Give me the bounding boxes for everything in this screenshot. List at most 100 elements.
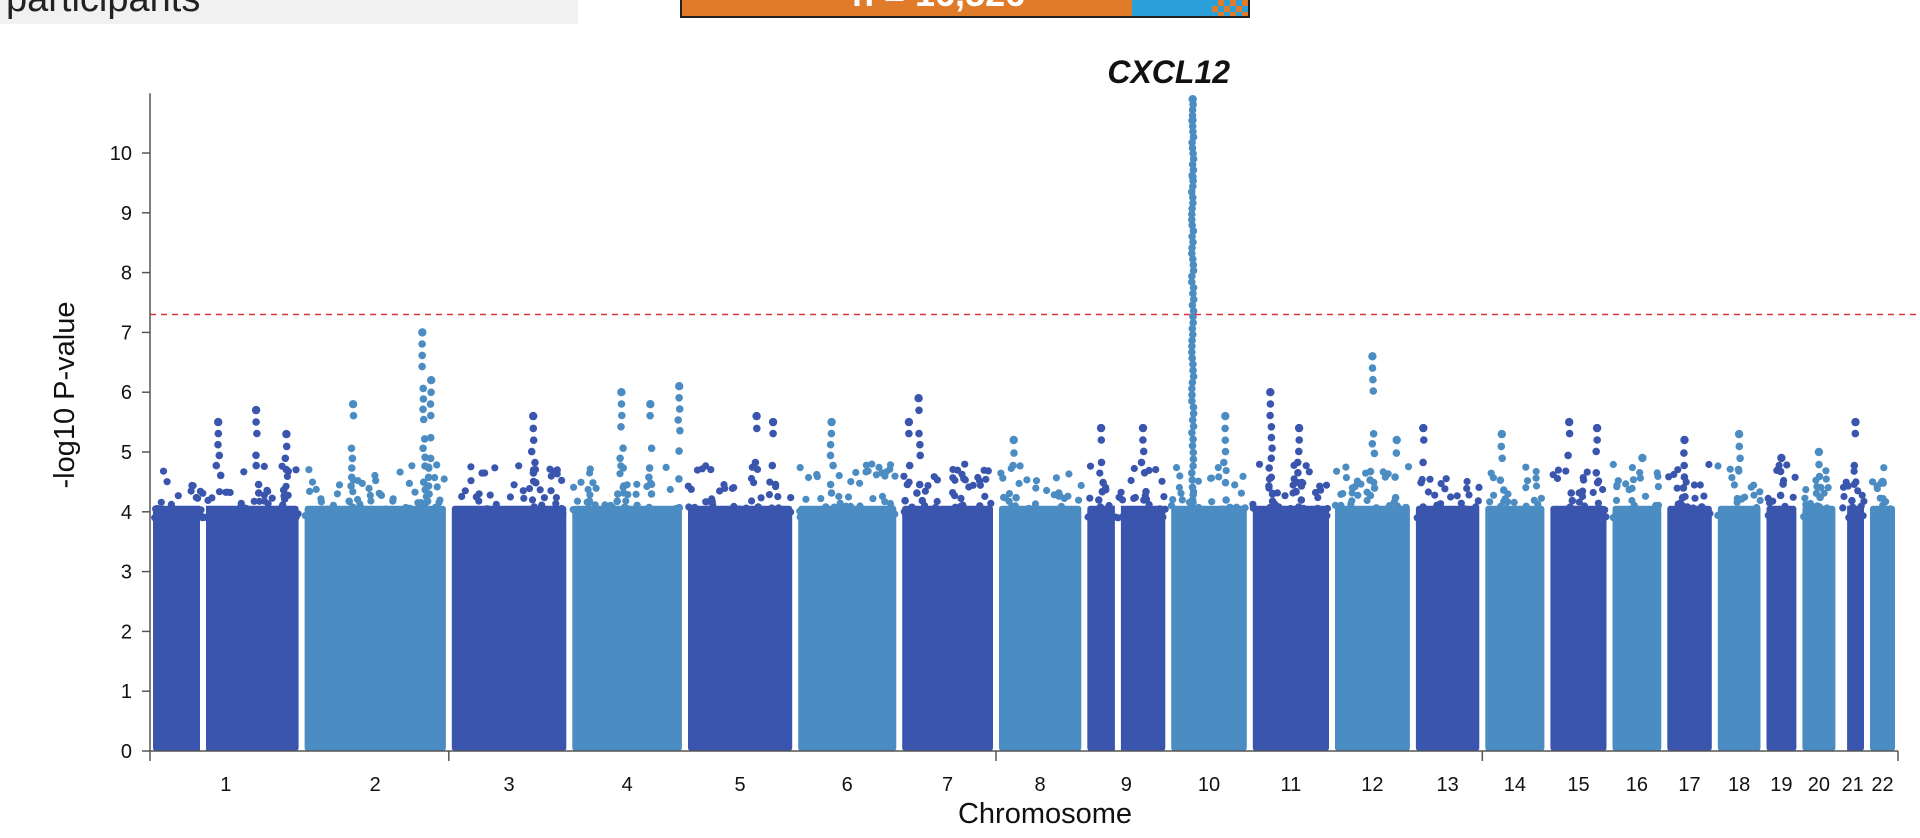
- x-tick-label-chr16: 16: [1626, 774, 1648, 796]
- peak-point: [279, 486, 288, 494]
- snp-point: [1426, 475, 1434, 483]
- snp-point: [474, 513, 482, 522]
- snp-point: [1522, 463, 1530, 471]
- peak-point: [900, 508, 909, 516]
- snp-point: [367, 497, 375, 505]
- snp-point: [573, 497, 582, 505]
- chromosome-2-peak-3-top: [427, 376, 436, 385]
- peak-point: [1370, 484, 1379, 492]
- snp-point: [1064, 492, 1072, 500]
- peak-point: [1735, 442, 1744, 451]
- peak-point: [1368, 440, 1377, 448]
- snp-point: [215, 488, 224, 496]
- peak-point: [431, 503, 440, 512]
- snp-point: [1348, 489, 1356, 497]
- peak-point: [1188, 301, 1197, 310]
- snp-point: [765, 491, 774, 499]
- snp-point: [1075, 496, 1083, 504]
- snp-point: [467, 463, 475, 471]
- snp-point: [1201, 513, 1209, 521]
- panel-label: participants: [0, 0, 578, 24]
- chromosome-13-points: [1413, 423, 1483, 751]
- snp-point: [279, 501, 287, 509]
- snp-point: [730, 484, 738, 492]
- snp-point: [984, 467, 992, 475]
- snp-point: [946, 511, 954, 519]
- snp-point: [409, 513, 417, 521]
- snp-point: [1802, 500, 1810, 508]
- peak-point: [619, 464, 627, 472]
- peak-point: [901, 496, 909, 505]
- chromosome-10-points: [1167, 95, 1249, 751]
- snp-point: [1487, 469, 1495, 477]
- peak-point: [1189, 435, 1197, 444]
- peak-point: [1188, 249, 1196, 258]
- snp-point: [1535, 512, 1543, 520]
- peak-point: [647, 444, 656, 453]
- peak-point: [1188, 172, 1197, 181]
- snp-point: [1844, 482, 1852, 490]
- snp-point: [1801, 494, 1809, 502]
- peak-point: [1222, 496, 1230, 504]
- snp-point: [625, 514, 633, 522]
- snp-point: [1696, 513, 1704, 521]
- peak-point: [1775, 508, 1783, 516]
- peak-point: [1189, 366, 1197, 375]
- snp-point: [614, 514, 622, 522]
- snp-point: [411, 488, 419, 496]
- snp-point: [1460, 504, 1468, 513]
- snp-point: [1255, 460, 1264, 468]
- peak-point: [1188, 204, 1196, 213]
- snp-point: [458, 492, 466, 501]
- peak-point: [829, 461, 837, 470]
- snp-point: [1161, 505, 1169, 513]
- snp-point: [1155, 511, 1163, 519]
- peak-point: [1366, 476, 1374, 484]
- snp-point: [467, 477, 475, 485]
- snp-point: [486, 491, 494, 499]
- peak-point: [1189, 289, 1197, 298]
- peak-point: [1009, 461, 1017, 470]
- snp-point: [951, 503, 960, 511]
- snp-point: [1463, 477, 1471, 486]
- chromosome-1-peak-2-top: [251, 405, 261, 415]
- snp-point: [430, 513, 438, 522]
- x-tick-label-chr18: 18: [1728, 774, 1750, 796]
- snp-point: [864, 507, 873, 515]
- peak-point: [347, 508, 356, 516]
- snp-point: [1575, 498, 1583, 506]
- peak-point: [1268, 444, 1276, 453]
- snp-point: [869, 495, 877, 503]
- snp-point: [1287, 504, 1295, 513]
- snp-point: [1054, 508, 1062, 516]
- chromosome-22-points: [1868, 464, 1895, 751]
- snp-point: [1583, 468, 1591, 476]
- x-tick-label-chr13: 13: [1436, 774, 1458, 796]
- peak-point: [905, 461, 914, 470]
- snp-point: [1705, 460, 1713, 469]
- snp-point: [1323, 512, 1331, 520]
- peak-point: [1189, 255, 1197, 263]
- snp-point: [191, 513, 199, 521]
- peak-point: [1678, 493, 1687, 502]
- peak-point: [1298, 478, 1306, 487]
- snp-point: [937, 511, 945, 519]
- snp-point: [1466, 514, 1474, 522]
- snp-point: [1786, 513, 1794, 521]
- chromosome-4-peak-1-top: [617, 388, 626, 397]
- snp-point: [1634, 514, 1642, 522]
- snp-point: [1181, 508, 1189, 516]
- chromosome-20-dense-block: [1802, 505, 1836, 751]
- peak-point: [1188, 378, 1197, 387]
- peak-point: [1189, 462, 1197, 470]
- snp-point: [586, 491, 594, 499]
- x-tick-label-chr6: 6: [842, 774, 853, 796]
- peak-point: [1297, 496, 1306, 504]
- peak-point: [1294, 469, 1302, 477]
- chromosome-12-dense-block: [1335, 505, 1410, 751]
- x-tick-label-chr17: 17: [1678, 774, 1700, 796]
- peak-point: [1188, 278, 1196, 286]
- chromosome-11-dense-block: [1252, 505, 1329, 751]
- chromosome-2-dense-block: [304, 505, 446, 751]
